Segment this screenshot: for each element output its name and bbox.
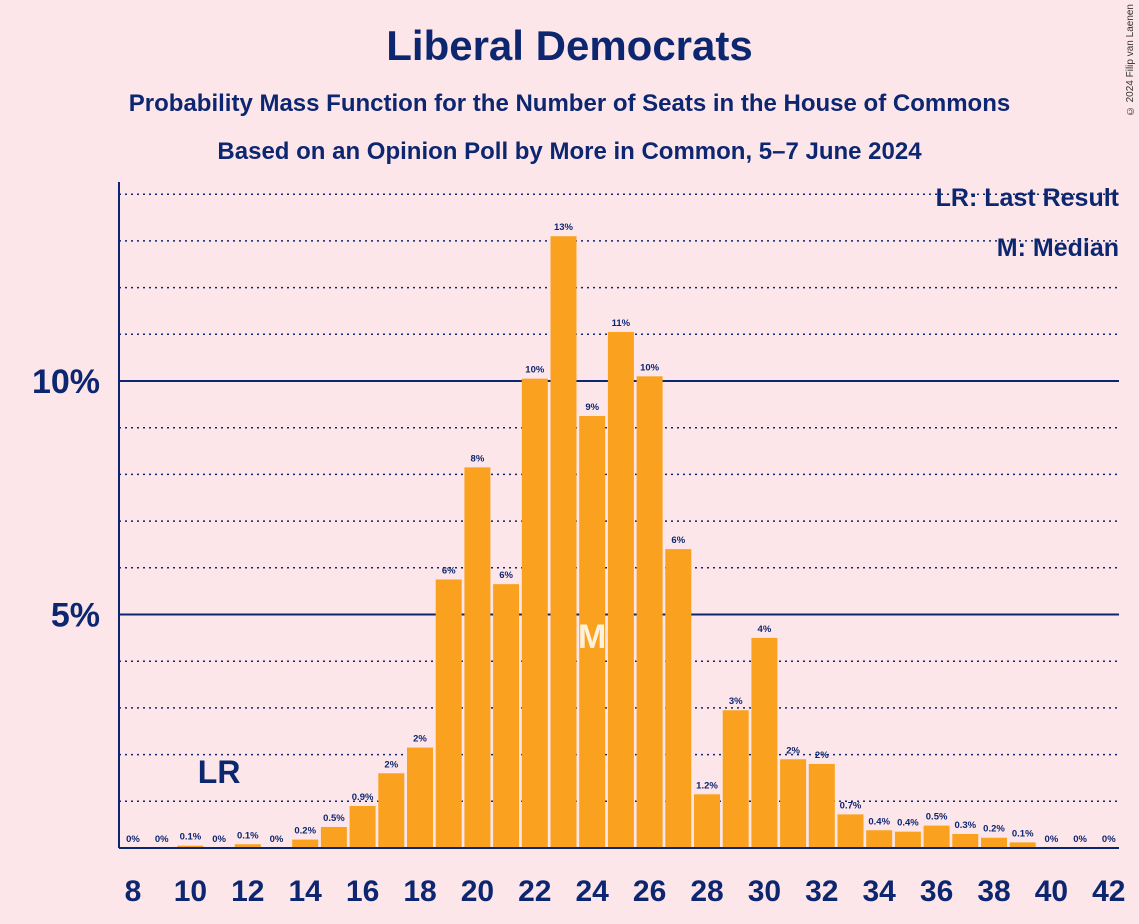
chart-title: Liberal Democrats: [386, 22, 753, 69]
data-label-27: 6%: [671, 535, 685, 546]
x-tick-20: 20: [461, 875, 494, 908]
data-labels: 0% 0% 0.1% 0% 0.1% 0% 0.2% 0.5% 0.9% 2% 2% 6% 8% 6% 10…: [126, 222, 1116, 845]
bar-series: [177, 236, 1036, 849]
data-label-22: 10%: [525, 365, 545, 376]
data-label-21: 6%: [499, 570, 513, 581]
y-tick-10: 10%: [32, 363, 100, 401]
x-tick-12: 12: [231, 875, 264, 908]
data-label-18: 2%: [413, 734, 427, 745]
data-label-36: 0.5%: [926, 812, 948, 823]
data-label-30: 4%: [758, 624, 772, 635]
bar-seats-25: [607, 331, 634, 849]
data-label-9: 0%: [155, 834, 169, 845]
bar-seats-37: [952, 833, 979, 848]
bar-seats-27: [665, 549, 692, 848]
bar-seats-17: [378, 773, 405, 848]
bar-seats-21: [493, 584, 520, 848]
data-label-23: 13%: [554, 222, 574, 233]
data-label-40: 0%: [1045, 834, 1059, 845]
bar-seats-29: [722, 710, 749, 848]
x-tick-8: 8: [125, 875, 142, 908]
x-tick-26: 26: [633, 875, 666, 908]
x-tick-labels: 8 10 12 14 16 18 20 22 24 26 28 30 32 34 36 38 40 42: [125, 875, 1126, 908]
data-label-13: 0%: [270, 834, 284, 845]
data-label-42: 0%: [1102, 834, 1116, 845]
bar-seats-22: [521, 378, 548, 848]
data-label-39: 0.1%: [1012, 828, 1034, 839]
median-marker: M: [578, 618, 606, 656]
data-label-15: 0.5%: [323, 813, 345, 824]
x-tick-38: 38: [977, 875, 1010, 908]
data-label-17: 2%: [384, 759, 398, 770]
x-tick-34: 34: [863, 875, 897, 908]
data-label-20: 8%: [471, 453, 485, 464]
data-label-24: 9%: [585, 402, 599, 413]
chart-subtitle-2: Based on an Opinion Poll by More in Comm…: [217, 138, 922, 165]
bar-seats-20: [464, 467, 491, 848]
y-tick-5: 5%: [51, 597, 100, 635]
data-label-8: 0%: [126, 834, 140, 845]
data-label-35: 0.4%: [897, 818, 919, 829]
x-tick-16: 16: [346, 875, 379, 908]
x-tick-24: 24: [576, 875, 610, 908]
x-tick-40: 40: [1035, 875, 1068, 908]
bar-seats-36: [923, 825, 950, 848]
bar-seats-16: [349, 805, 376, 848]
bar-seats-31: [780, 759, 807, 848]
bar-seats-33: [837, 814, 864, 848]
x-tick-10: 10: [174, 875, 207, 908]
bar-seats-38: [981, 837, 1007, 848]
bar-seats-23: [550, 236, 577, 849]
bar-seats-19: [435, 579, 462, 848]
data-label-33: 0.7%: [840, 800, 862, 811]
data-label-32: 2%: [815, 750, 829, 761]
data-label-14: 0.2%: [294, 826, 316, 837]
x-tick-14: 14: [289, 875, 323, 908]
bar-seats-34: [866, 830, 893, 848]
legend-last-result: LR: Last Result: [935, 184, 1119, 212]
bar-seats-35: [894, 831, 921, 848]
markers: M LR: [198, 618, 607, 790]
chart-subtitle-1: Probability Mass Function for the Number…: [128, 90, 1011, 117]
x-tick-22: 22: [518, 875, 551, 908]
bar-seats-10: [177, 845, 204, 848]
x-tick-32: 32: [805, 875, 838, 908]
data-label-26: 10%: [640, 362, 660, 373]
data-label-34: 0.4%: [868, 816, 890, 827]
bar-seats-26: [636, 376, 663, 848]
bar-seats-32: [808, 763, 835, 848]
data-label-16: 0.9%: [352, 792, 374, 803]
x-tick-28: 28: [690, 875, 723, 908]
x-tick-42: 42: [1092, 875, 1125, 908]
x-tick-30: 30: [748, 875, 781, 908]
data-label-10: 0.1%: [180, 832, 202, 843]
bar-seats-12: [234, 844, 261, 848]
data-label-12: 0.1%: [237, 830, 259, 841]
data-label-38: 0.2%: [983, 824, 1005, 835]
data-label-25: 11%: [612, 318, 631, 329]
bar-seats-15: [320, 826, 347, 848]
bar-seats-14: [292, 839, 319, 848]
data-label-29: 3%: [729, 696, 743, 707]
bar-seats-30: [751, 637, 778, 848]
last-result-marker: LR: [198, 754, 241, 790]
data-label-19: 6%: [442, 565, 456, 576]
x-tick-18: 18: [403, 875, 436, 908]
data-label-37: 0.3%: [954, 820, 976, 831]
data-label-11: 0%: [212, 834, 226, 845]
data-label-41: 0%: [1073, 834, 1087, 845]
bar-seats-39: [1009, 842, 1036, 848]
y-tick-labels: 5% 10%: [32, 363, 100, 635]
bar-seats-18: [407, 747, 433, 848]
bar-seats-24: [579, 416, 606, 848]
legend-median: M: Median: [996, 234, 1119, 262]
x-tick-36: 36: [920, 875, 953, 908]
bar-seats-28: [694, 794, 720, 848]
data-label-31: 2%: [786, 745, 800, 756]
data-label-28: 1.2%: [696, 780, 718, 791]
